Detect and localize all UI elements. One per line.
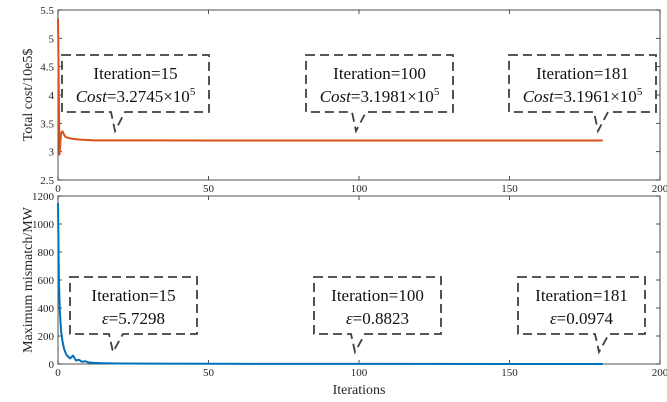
y-tick-label: 1000: [32, 219, 55, 231]
x-axis-label: Iterations: [333, 383, 386, 398]
callout-value-text: ε=0.8823: [346, 309, 409, 328]
y-tick-label: 800: [38, 247, 55, 259]
y-tick-label: 3: [49, 147, 55, 159]
y-tick-label: 600: [38, 275, 55, 287]
annotation-callout-1: Iteration=15 Cost=3.2745×105: [61, 54, 210, 134]
callout-iteration-text: Iteration=15: [91, 286, 175, 305]
callout-value-text: Cost=3.2745×105: [76, 86, 196, 106]
x-tick-label: 0: [55, 367, 61, 379]
callout-iteration-text: Iteration=181: [535, 286, 628, 305]
y-tick-label: 400: [38, 303, 55, 315]
x-tick-label: 100: [351, 367, 368, 379]
annotation-callout-3: Iteration=181 ε=0.0974: [517, 276, 646, 355]
y-tick-label: 4.5: [40, 62, 54, 74]
chart-panel-2: 0 50 100 150 200 0 200 400 600 800 1000 1200 Maximum…: [21, 191, 667, 398]
annotation-callout-2: Iteration=100 Cost=3.1981×105: [305, 54, 454, 134]
y-axis-label: Total cost/10e5$: [21, 49, 36, 142]
x-tick-label: 0: [55, 183, 61, 195]
annotation-callout-1: Iteration=15 ε=5.7298: [69, 276, 198, 355]
callout-box: [517, 276, 646, 355]
series-line-1: [57, 18, 603, 156]
y-tick-label: 5.5: [40, 5, 54, 17]
y-axis-label: Maximum mismatch/MW: [21, 206, 36, 353]
annotation-callout-2: Iteration=100 ε=0.8823: [313, 276, 442, 355]
y-tick-label: 4: [49, 90, 55, 102]
callout-value-text: Cost=3.1981×105: [320, 86, 440, 106]
callout-iteration-text: Iteration=181: [536, 64, 629, 83]
callout-box: [508, 54, 657, 134]
y-tick-label: 5: [49, 33, 55, 45]
x-tick-label: 150: [501, 367, 518, 379]
y-tick-label: 200: [38, 331, 55, 343]
x-tick-label: 150: [501, 183, 518, 195]
callout-value-text: Cost=3.1961×105: [523, 86, 643, 106]
y-tick-label: 1200: [32, 191, 55, 203]
x-tick-label: 200: [652, 183, 667, 195]
callout-iteration-text: Iteration=100: [333, 64, 426, 83]
chart-panel-1: 0 50 100 150 200 2.5 3 3.5 4 4.5 5 5.5 Total cost/10…: [21, 5, 667, 195]
callout-box: [69, 276, 198, 355]
x-tick-label: 50: [203, 183, 215, 195]
annotation-callout-3: Iteration=181 Cost=3.1961×105: [508, 54, 657, 134]
callout-iteration-text: Iteration=100: [331, 286, 424, 305]
x-tick-label: 200: [652, 367, 667, 379]
callout-box: [61, 54, 210, 134]
y-tick-label: 3.5: [40, 118, 54, 130]
callout-box: [313, 276, 442, 355]
callout-value-text: ε=0.0974: [550, 309, 614, 328]
callout-value-text: ε=5.7298: [102, 309, 165, 328]
callout-box: [305, 54, 454, 134]
x-tick-label: 100: [351, 183, 368, 195]
y-tick-label: 0: [49, 359, 55, 371]
y-tick-label: 2.5: [40, 175, 54, 187]
x-tick-label: 50: [203, 367, 215, 379]
series-line-1: [57, 202, 603, 365]
callout-iteration-text: Iteration=15: [93, 64, 177, 83]
